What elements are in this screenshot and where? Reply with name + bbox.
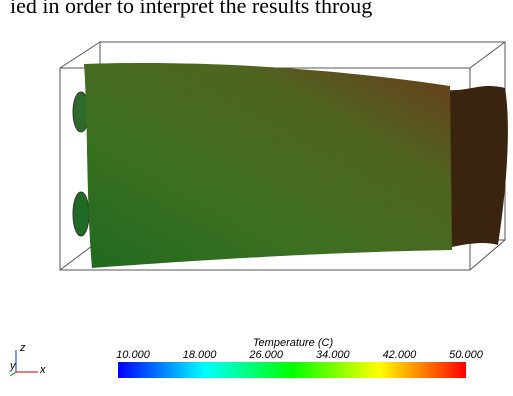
colorbar-title: Temperature (C) bbox=[253, 337, 334, 349]
colorbar-tick-label: 34.000 bbox=[316, 349, 351, 361]
colorbar-tick-label: 18.000 bbox=[183, 349, 218, 361]
body-text: ied in order to interpret the results th… bbox=[10, 0, 372, 18]
figure: ied in order to interpret the results th… bbox=[0, 0, 513, 396]
domain-surface bbox=[84, 63, 452, 268]
colorbar-tick-label: 42.000 bbox=[383, 349, 418, 361]
colorbar-tick-label: 10.000 bbox=[116, 349, 151, 361]
colorbar-tick-label: 26.000 bbox=[248, 349, 284, 361]
axis-label: z bbox=[19, 342, 26, 354]
outlet bbox=[445, 86, 508, 248]
axis-label: x bbox=[39, 364, 46, 376]
colorbar-tick-label: 50.000 bbox=[449, 349, 484, 361]
page: ied in order to interpret the results th… bbox=[0, 0, 513, 396]
colorbar bbox=[118, 362, 466, 378]
